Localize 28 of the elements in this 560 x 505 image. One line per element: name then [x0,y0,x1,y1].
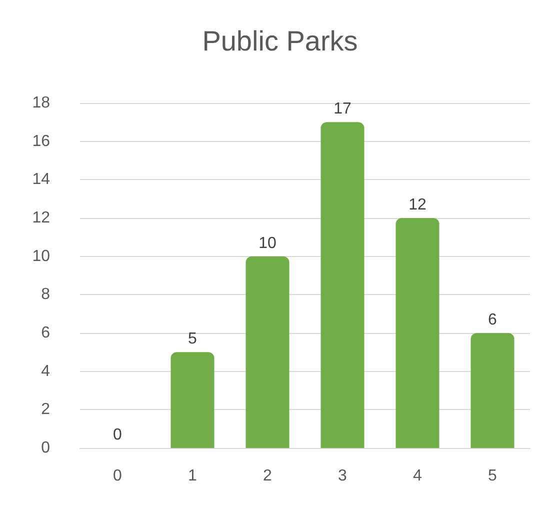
y-tick-label: 14 [32,171,50,188]
y-tick-label: 8 [41,286,50,304]
y-tick-label: 0 [41,440,50,456]
data-label: 5 [188,330,198,348]
data-label: 17 [334,100,352,118]
y-tick-label: 4 [41,362,50,380]
x-tick-label: 5 [488,468,498,484]
y-tick-label: 12 [32,210,50,226]
x-tick-label: 0 [113,468,122,484]
y-tick-label: 10 [32,248,50,265]
bar [320,122,364,448]
y-tick-label: 16 [32,132,50,150]
chart-title: Public Parks [202,26,358,56]
y-tick-label: 6 [41,324,50,342]
x-tick-label: 3 [338,468,348,484]
data-label: 0 [113,426,122,444]
y-tick-label: 2 [41,401,50,418]
x-tick-label: 1 [188,468,198,484]
bar [246,256,290,448]
data-label: 10 [258,234,276,252]
y-tick-label: 18 [32,94,50,112]
bar [170,352,214,448]
data-label: 12 [408,196,426,214]
x-tick-label: 2 [263,468,272,484]
x-tick-label: 4 [413,468,422,484]
bar [470,333,514,448]
data-label: 6 [488,312,498,328]
bar [396,218,440,448]
